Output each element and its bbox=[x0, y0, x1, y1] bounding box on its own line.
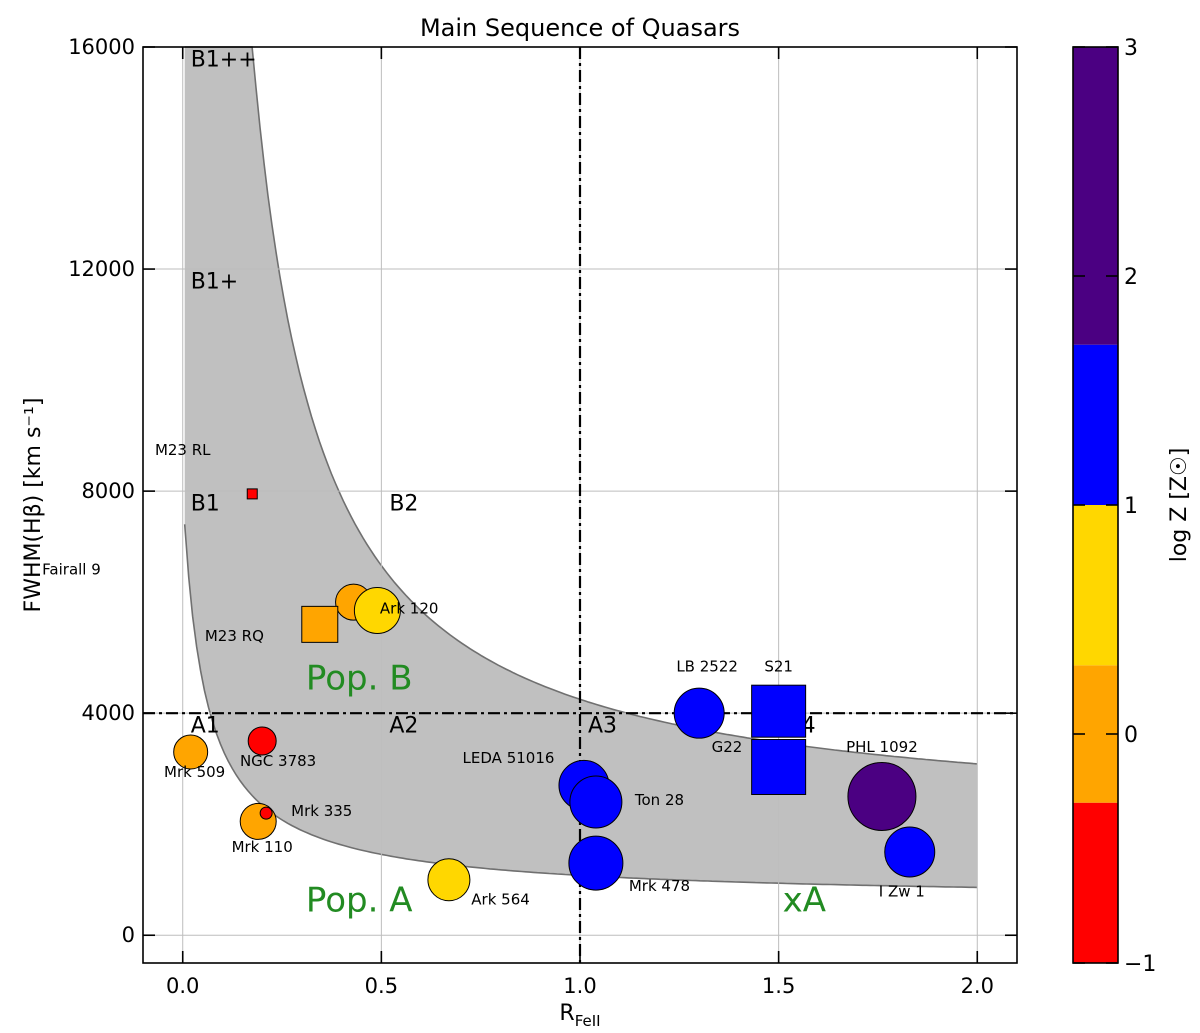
chart-title: Main Sequence of Quasars bbox=[420, 14, 740, 42]
data-point bbox=[173, 734, 209, 770]
colorbar-tick-label: 1 bbox=[1124, 494, 1138, 519]
point-label: Mrk 110 bbox=[232, 838, 293, 856]
point-labels: M23 RL Fairall 9 Ark 120 M23 RQ Mrk 509 NGC 3… bbox=[42, 441, 925, 909]
data-point bbox=[353, 586, 401, 634]
point-label: S21 bbox=[764, 658, 793, 676]
axis-ticks: 0.0 0.5 1.0 1.5 2.0 0 4000 8000 12000 16000 bbox=[68, 35, 1017, 998]
y-tick-label: 12000 bbox=[68, 257, 135, 281]
point-label: Ark 564 bbox=[471, 891, 530, 909]
y-axis-label: FWHM(Hβ) [km s⁻¹] bbox=[21, 398, 46, 613]
region-label: B1++ bbox=[191, 47, 257, 72]
data-point bbox=[673, 687, 725, 739]
point-label: NGC 3783 bbox=[240, 752, 316, 770]
point-label: M23 RQ bbox=[205, 627, 264, 645]
region-label: Pop. A bbox=[306, 881, 413, 921]
x-tick-label: 2.0 bbox=[961, 974, 994, 998]
point-label: I Zw 1 bbox=[879, 882, 925, 900]
point-label: G22 bbox=[712, 738, 743, 756]
x-tick-label: 0.5 bbox=[365, 974, 398, 998]
y-tick-label: 16000 bbox=[68, 35, 135, 59]
region-label: B1+ bbox=[191, 269, 239, 294]
data-markers bbox=[173, 488, 936, 902]
colorbar-tick-label: 3 bbox=[1124, 36, 1138, 61]
colorbar-band bbox=[1073, 47, 1118, 345]
point-label: LB 2522 bbox=[676, 658, 738, 676]
region-label: A2 bbox=[389, 714, 418, 739]
point-label: Ton 28 bbox=[634, 791, 684, 809]
colorbar-tick-label: 0 bbox=[1124, 723, 1138, 748]
point-label: LEDA 51016 bbox=[463, 749, 555, 767]
point-label: Mrk 509 bbox=[164, 763, 225, 781]
colorbar-band bbox=[1073, 344, 1118, 505]
data-point bbox=[259, 806, 273, 820]
y-tick-label: 4000 bbox=[82, 701, 135, 725]
data-point bbox=[884, 826, 936, 878]
data-point bbox=[568, 835, 624, 891]
data-point bbox=[751, 684, 807, 738]
region-label: A1 bbox=[191, 714, 220, 739]
band-fill bbox=[184, 47, 978, 888]
region-label: A3 bbox=[588, 714, 617, 739]
x-tick-label: 1.5 bbox=[762, 974, 795, 998]
x-tick-label: 0.0 bbox=[166, 974, 199, 998]
data-point bbox=[751, 738, 807, 795]
x-axis-label-main: R bbox=[559, 1001, 574, 1026]
colorbar-band bbox=[1073, 802, 1118, 963]
y-tick-label: 0 bbox=[122, 923, 135, 947]
data-point bbox=[246, 488, 258, 500]
point-label: Mrk 478 bbox=[629, 877, 690, 895]
colorbar-label: log Z [Z☉] bbox=[1167, 448, 1192, 563]
data-point bbox=[427, 858, 471, 902]
colorbar-bands bbox=[1073, 47, 1118, 963]
colorbar-tick-label: 2 bbox=[1124, 265, 1138, 290]
region-label: B2 bbox=[389, 492, 418, 517]
point-label: M23 RL bbox=[155, 441, 211, 459]
data-point bbox=[569, 775, 623, 829]
point-label: Mrk 335 bbox=[291, 802, 352, 820]
point-label: Fairall 9 bbox=[42, 560, 101, 578]
colorbar-tick-label: −1 bbox=[1124, 952, 1156, 977]
data-point bbox=[247, 726, 277, 756]
point-label: Ark 120 bbox=[380, 599, 439, 617]
data-point bbox=[847, 761, 917, 831]
x-tick-label: 1.0 bbox=[563, 974, 596, 998]
point-label: PHL 1092 bbox=[846, 738, 918, 756]
colorbar-ticks: −1 0 1 2 3 bbox=[1073, 36, 1156, 977]
colorbar-band bbox=[1073, 505, 1118, 666]
y-tick-label: 8000 bbox=[82, 479, 135, 503]
x-axis-label-sub: FeII bbox=[575, 1012, 601, 1030]
region-label: B1 bbox=[191, 492, 220, 517]
x-axis-label: RFeII bbox=[559, 1001, 600, 1030]
region-label: Pop. B bbox=[306, 659, 413, 699]
data-point bbox=[301, 605, 339, 643]
colorbar: −1 0 1 2 3 log Z [Z☉] bbox=[1072, 36, 1192, 977]
region-label: xA bbox=[783, 881, 826, 921]
